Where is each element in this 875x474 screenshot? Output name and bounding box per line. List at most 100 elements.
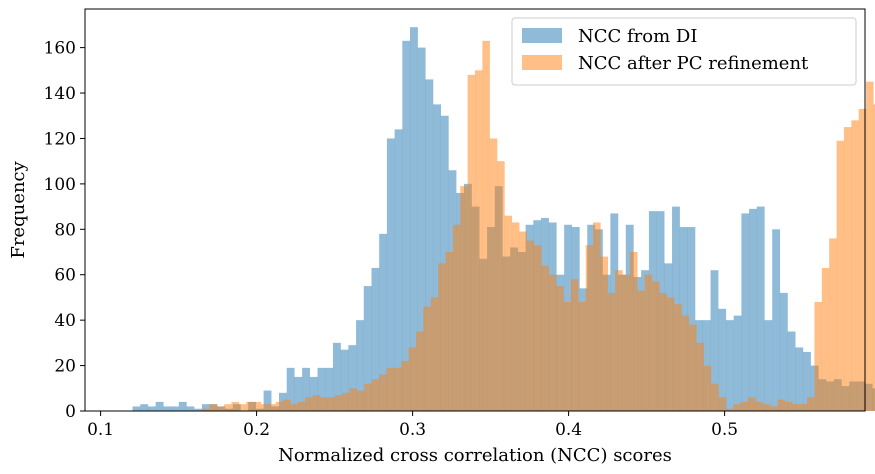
histogram-bar [140, 404, 149, 411]
histogram-bar [363, 286, 372, 411]
histogram-bar [305, 397, 313, 411]
histogram-bar [534, 245, 542, 411]
histogram-bar [497, 161, 505, 411]
histogram-bar [433, 104, 441, 411]
histogram-bar [445, 252, 454, 411]
histogram-bar [155, 401, 164, 411]
histogram-bar [666, 297, 675, 411]
histogram-bar [147, 406, 156, 411]
histogram-bar [415, 331, 424, 411]
histogram-bar [209, 404, 217, 411]
histogram-bar [629, 252, 638, 411]
y-tick-label: 100 [44, 175, 76, 195]
histogram-bar [770, 406, 778, 411]
histogram-bar [526, 240, 535, 411]
histogram-bar [836, 140, 845, 412]
histogram-bar [711, 383, 719, 411]
histogram-bar [570, 279, 579, 411]
histogram-bar [231, 401, 240, 411]
histogram-bar [438, 263, 446, 411]
histogram-bar [541, 265, 549, 411]
histogram-bar [379, 374, 387, 411]
histogram-bar [696, 342, 704, 411]
legend-swatch-ncc-after-pc-refinement [522, 55, 562, 70]
histogram-bar [762, 404, 771, 411]
histogram-bar [710, 270, 719, 411]
histogram-bar [238, 404, 247, 411]
histogram-bar [703, 365, 712, 411]
histogram-bar [364, 383, 372, 411]
histogram-bar [807, 397, 815, 411]
y-axis-ticks: 0 20 40 60 80 100 120 140 160 [44, 39, 85, 422]
histogram-bar [829, 238, 837, 411]
histogram-bar [425, 79, 434, 411]
histogram-bar [821, 267, 830, 411]
histogram-bar [563, 301, 572, 411]
histogram-bar [733, 404, 741, 411]
histogram-bar [401, 361, 409, 411]
histogram-bar [687, 227, 696, 411]
histogram-bar [268, 404, 276, 411]
histogram-bar [290, 404, 299, 411]
histogram-bar [718, 308, 727, 411]
histogram-bar [764, 320, 773, 411]
y-tick-label: 20 [54, 357, 76, 377]
histogram-bar [408, 347, 417, 411]
histogram-bar [489, 138, 498, 411]
histogram-bar [286, 367, 295, 411]
histogram-bar [741, 213, 750, 411]
histogram-bar [578, 301, 586, 411]
histogram-bar [749, 208, 757, 411]
histogram-bar [674, 304, 682, 411]
histogram-bar [317, 367, 326, 411]
histogram-bar [519, 231, 527, 411]
histogram-bar [803, 351, 811, 411]
histogram-bar [312, 395, 321, 411]
x-tick-label: 0.1 [87, 420, 114, 440]
histogram-bar [756, 206, 765, 411]
histogram-bar [194, 408, 203, 411]
histogram-bar [253, 401, 262, 411]
histogram-bar [607, 292, 616, 411]
histogram-bar [371, 379, 380, 411]
histogram-bar [202, 408, 210, 411]
histogram-bar [511, 222, 520, 411]
histogram-bar [644, 274, 653, 411]
histogram-bar [748, 397, 756, 411]
histogram-bar [356, 390, 365, 411]
histogram-bar [246, 401, 254, 411]
histogram-bar [792, 404, 800, 411]
histogram-bar [171, 406, 179, 411]
histogram-bar [814, 301, 822, 411]
histogram-bar [585, 245, 594, 411]
histogram-bar [873, 104, 875, 411]
histogram-bar [755, 401, 763, 411]
histogram-bar [297, 401, 306, 411]
histogram-bar [201, 404, 210, 411]
histogram-bar [430, 297, 439, 411]
y-axis-label: Frequency [8, 160, 29, 258]
histogram-bar [460, 186, 468, 411]
histogram-bar [283, 399, 291, 411]
histogram-bar [784, 401, 793, 411]
histogram-bar [349, 388, 358, 411]
histogram-bar [402, 40, 411, 412]
histogram-bar [332, 342, 341, 411]
histogram-bar [325, 367, 334, 411]
histogram-bar [294, 376, 303, 411]
histogram-bar [342, 392, 350, 411]
histogram-bar [504, 215, 513, 411]
histogram-bar [799, 404, 808, 411]
x-tick-label: 0.3 [399, 420, 426, 440]
histogram-bar [275, 401, 284, 411]
histogram-bar [777, 399, 786, 411]
histogram-bar [740, 401, 749, 411]
histogram-bar [302, 367, 310, 411]
histogram-bar [681, 315, 690, 411]
histogram-bar [334, 395, 343, 411]
y-tick-label: 0 [65, 402, 76, 422]
histogram-bar [309, 376, 318, 411]
histogram-bar [393, 367, 402, 411]
histogram-bar [279, 392, 287, 411]
y-tick-label: 160 [44, 39, 76, 59]
